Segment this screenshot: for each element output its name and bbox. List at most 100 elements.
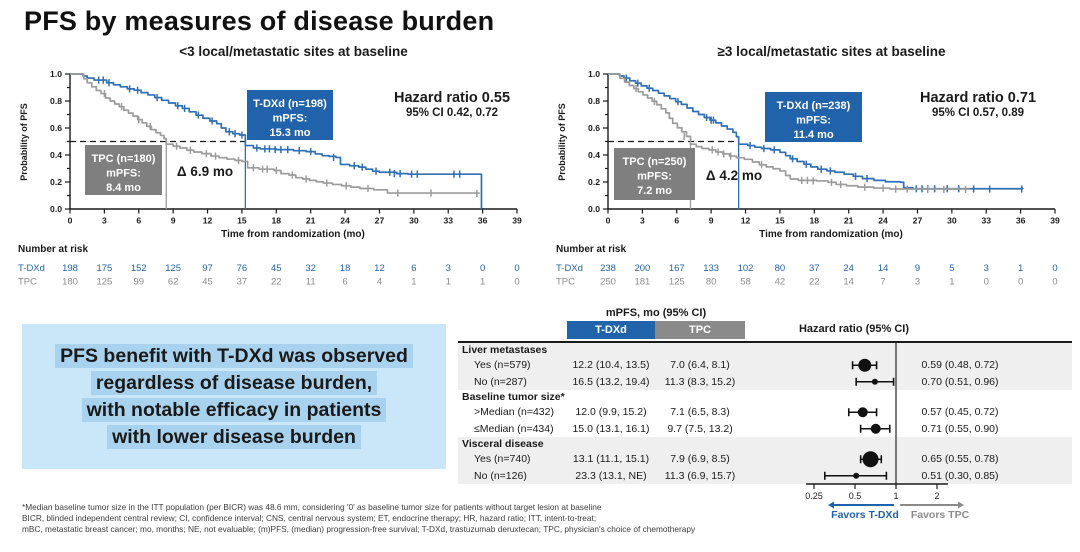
svg-text:133: 133	[703, 263, 719, 274]
svg-text:15: 15	[775, 216, 785, 226]
svg-text:33: 33	[981, 216, 991, 226]
svg-text:200: 200	[634, 263, 650, 274]
hr-ci: 95% CI 0.57, 0.89	[931, 107, 1025, 119]
mpfs-tdxd-value: 12.0 (9.9, 15.2)	[575, 406, 647, 418]
forest-plot: 0.25 0.5 1 2 Favors T-DXd Favors TPC	[805, 343, 970, 521]
svg-text:1: 1	[411, 277, 416, 288]
svg-text:Time from randomization (mo): Time from randomization (mo)	[759, 229, 903, 240]
svg-text:9: 9	[915, 263, 920, 274]
svg-text:12: 12	[374, 263, 385, 274]
svg-text:TPC (n=250): TPC (n=250)	[623, 156, 687, 168]
svg-text:Number at risk: Number at risk	[556, 244, 626, 255]
mpfs-tdxd-value: 15.0 (13.1, 16.1)	[572, 422, 650, 435]
svg-text:45: 45	[271, 263, 282, 274]
svg-text:21: 21	[306, 216, 316, 226]
hr-value: Hazard ratio 0.71	[919, 90, 1037, 106]
footnote-1: *Median baseline tumor size in the ITT p…	[22, 502, 602, 512]
svg-text:14: 14	[878, 263, 889, 274]
summary-line: PFS benefit with T-DXd was observed	[55, 343, 413, 368]
svg-text:6: 6	[136, 216, 141, 226]
svg-text:TPC: TPC	[556, 277, 575, 288]
svg-text:0: 0	[514, 277, 519, 288]
svg-text:3: 3	[915, 277, 920, 288]
summary-line: with notable efficacy in patients	[81, 397, 387, 422]
svg-text:1: 1	[480, 277, 485, 288]
summary-box: PFS benefit with T-DXd was observed rega…	[22, 324, 446, 469]
table-header-divider	[458, 341, 1072, 343]
svg-text:6: 6	[411, 263, 416, 274]
svg-text:37: 37	[237, 277, 248, 288]
svg-text:mPFS:: mPFS:	[106, 168, 141, 180]
svg-text:mPFS:: mPFS:	[273, 113, 308, 125]
svg-text:1: 1	[949, 277, 954, 288]
svg-text:36: 36	[1016, 216, 1026, 226]
row-label: Yes (n=740)	[474, 453, 531, 465]
row-label: >Median (n=432)	[474, 406, 554, 418]
svg-text:0: 0	[1018, 277, 1023, 288]
svg-text:125: 125	[165, 263, 181, 274]
svg-text:27: 27	[375, 216, 385, 226]
svg-text:0: 0	[984, 277, 989, 288]
mpfs-tdxd-value: 16.5 (13.2, 19.4)	[572, 375, 650, 388]
svg-text:198: 198	[62, 263, 78, 274]
column-header-tpc: TPC	[655, 321, 745, 339]
svg-text:58: 58	[740, 277, 751, 288]
svg-text:22: 22	[271, 277, 282, 288]
page-title: PFS by measures of disease burden	[24, 6, 495, 36]
hr-value: 0.51 (0.30, 0.85)	[921, 469, 999, 482]
svg-text:0.25: 0.25	[805, 491, 823, 501]
svg-text:15: 15	[237, 216, 247, 226]
mpfs-header: mPFS, mo (95% CI)	[605, 307, 707, 319]
svg-text:180: 180	[62, 277, 78, 288]
svg-text:T-DXd: T-DXd	[556, 263, 583, 274]
svg-text:99: 99	[133, 277, 144, 288]
svg-text:97: 97	[202, 263, 213, 274]
svg-text:0.8: 0.8	[50, 96, 62, 106]
hazard-ratio-annotation-left: Hazard ratio 0.55 95% CI 0.42, 0.72	[372, 90, 532, 119]
svg-text:80: 80	[706, 277, 717, 288]
svg-text:250: 250	[600, 277, 616, 288]
mpfs-tpc-value: 9.7 (7.5, 13.2)	[667, 422, 733, 435]
hr-ci: 95% CI 0.42, 0.72	[405, 107, 499, 119]
svg-text:0.0: 0.0	[588, 204, 600, 214]
svg-text:18: 18	[340, 263, 351, 274]
svg-text:1: 1	[446, 277, 451, 288]
svg-text:24: 24	[878, 216, 888, 226]
km-left-title: <3 local/metastatic sites at baseline	[179, 44, 408, 59]
svg-text:mPFS:: mPFS:	[637, 171, 672, 183]
svg-text:0.0: 0.0	[50, 204, 62, 214]
svg-text:Probability of PFS: Probability of PFS	[19, 103, 29, 181]
hr-value: Hazard ratio 0.55	[393, 90, 511, 106]
svg-text:Favors T-DXd: Favors T-DXd	[831, 509, 899, 521]
svg-text:18: 18	[272, 216, 282, 226]
km-chart-left: 0.00.20.40.60.81.00 3 6 9 12 15 18 21 24 27 30 33 36…	[18, 69, 522, 288]
svg-text:125: 125	[669, 277, 685, 288]
svg-text:3: 3	[640, 216, 645, 226]
mpfs-tdxd-value: 23.3 (13.1, NE)	[575, 469, 647, 482]
mpfs-tpc-value: 11.3 (6.9, 15.7)	[664, 469, 736, 482]
svg-text:167: 167	[669, 263, 685, 274]
column-header-tdxd: T-DXd	[567, 321, 655, 339]
svg-text:102: 102	[738, 263, 754, 274]
svg-text:6: 6	[674, 216, 679, 226]
svg-text:T-DXd (n=198): T-DXd (n=198)	[253, 98, 327, 110]
svg-text:Δ 4.2 mo: Δ 4.2 mo	[706, 168, 762, 183]
summary-line: regardless of disease burden,	[90, 370, 378, 395]
svg-text:37: 37	[809, 263, 820, 274]
svg-text:76: 76	[237, 263, 248, 274]
svg-text:0.8: 0.8	[588, 96, 600, 106]
svg-text:T-DXd: T-DXd	[18, 263, 45, 274]
svg-text:1.0: 1.0	[588, 69, 600, 79]
svg-text:181: 181	[634, 277, 650, 288]
svg-text:T-DXd (n=238): T-DXd (n=238)	[777, 100, 851, 112]
svg-text:15.3 mo: 15.3 mo	[270, 127, 311, 139]
footnote-2: BICR, blinded independent central review…	[22, 513, 597, 523]
svg-text:12: 12	[203, 216, 213, 226]
mpfs-tpc-value: 7.9 (6.9, 8.5)	[670, 453, 730, 465]
row-label: ≤Median (n=434)	[474, 422, 554, 435]
svg-text:36: 36	[478, 216, 488, 226]
svg-text:Δ 6.9 mo: Δ 6.9 mo	[177, 164, 233, 179]
svg-text:Probability of PFS: Probability of PFS	[557, 103, 567, 181]
svg-text:21: 21	[844, 216, 854, 226]
